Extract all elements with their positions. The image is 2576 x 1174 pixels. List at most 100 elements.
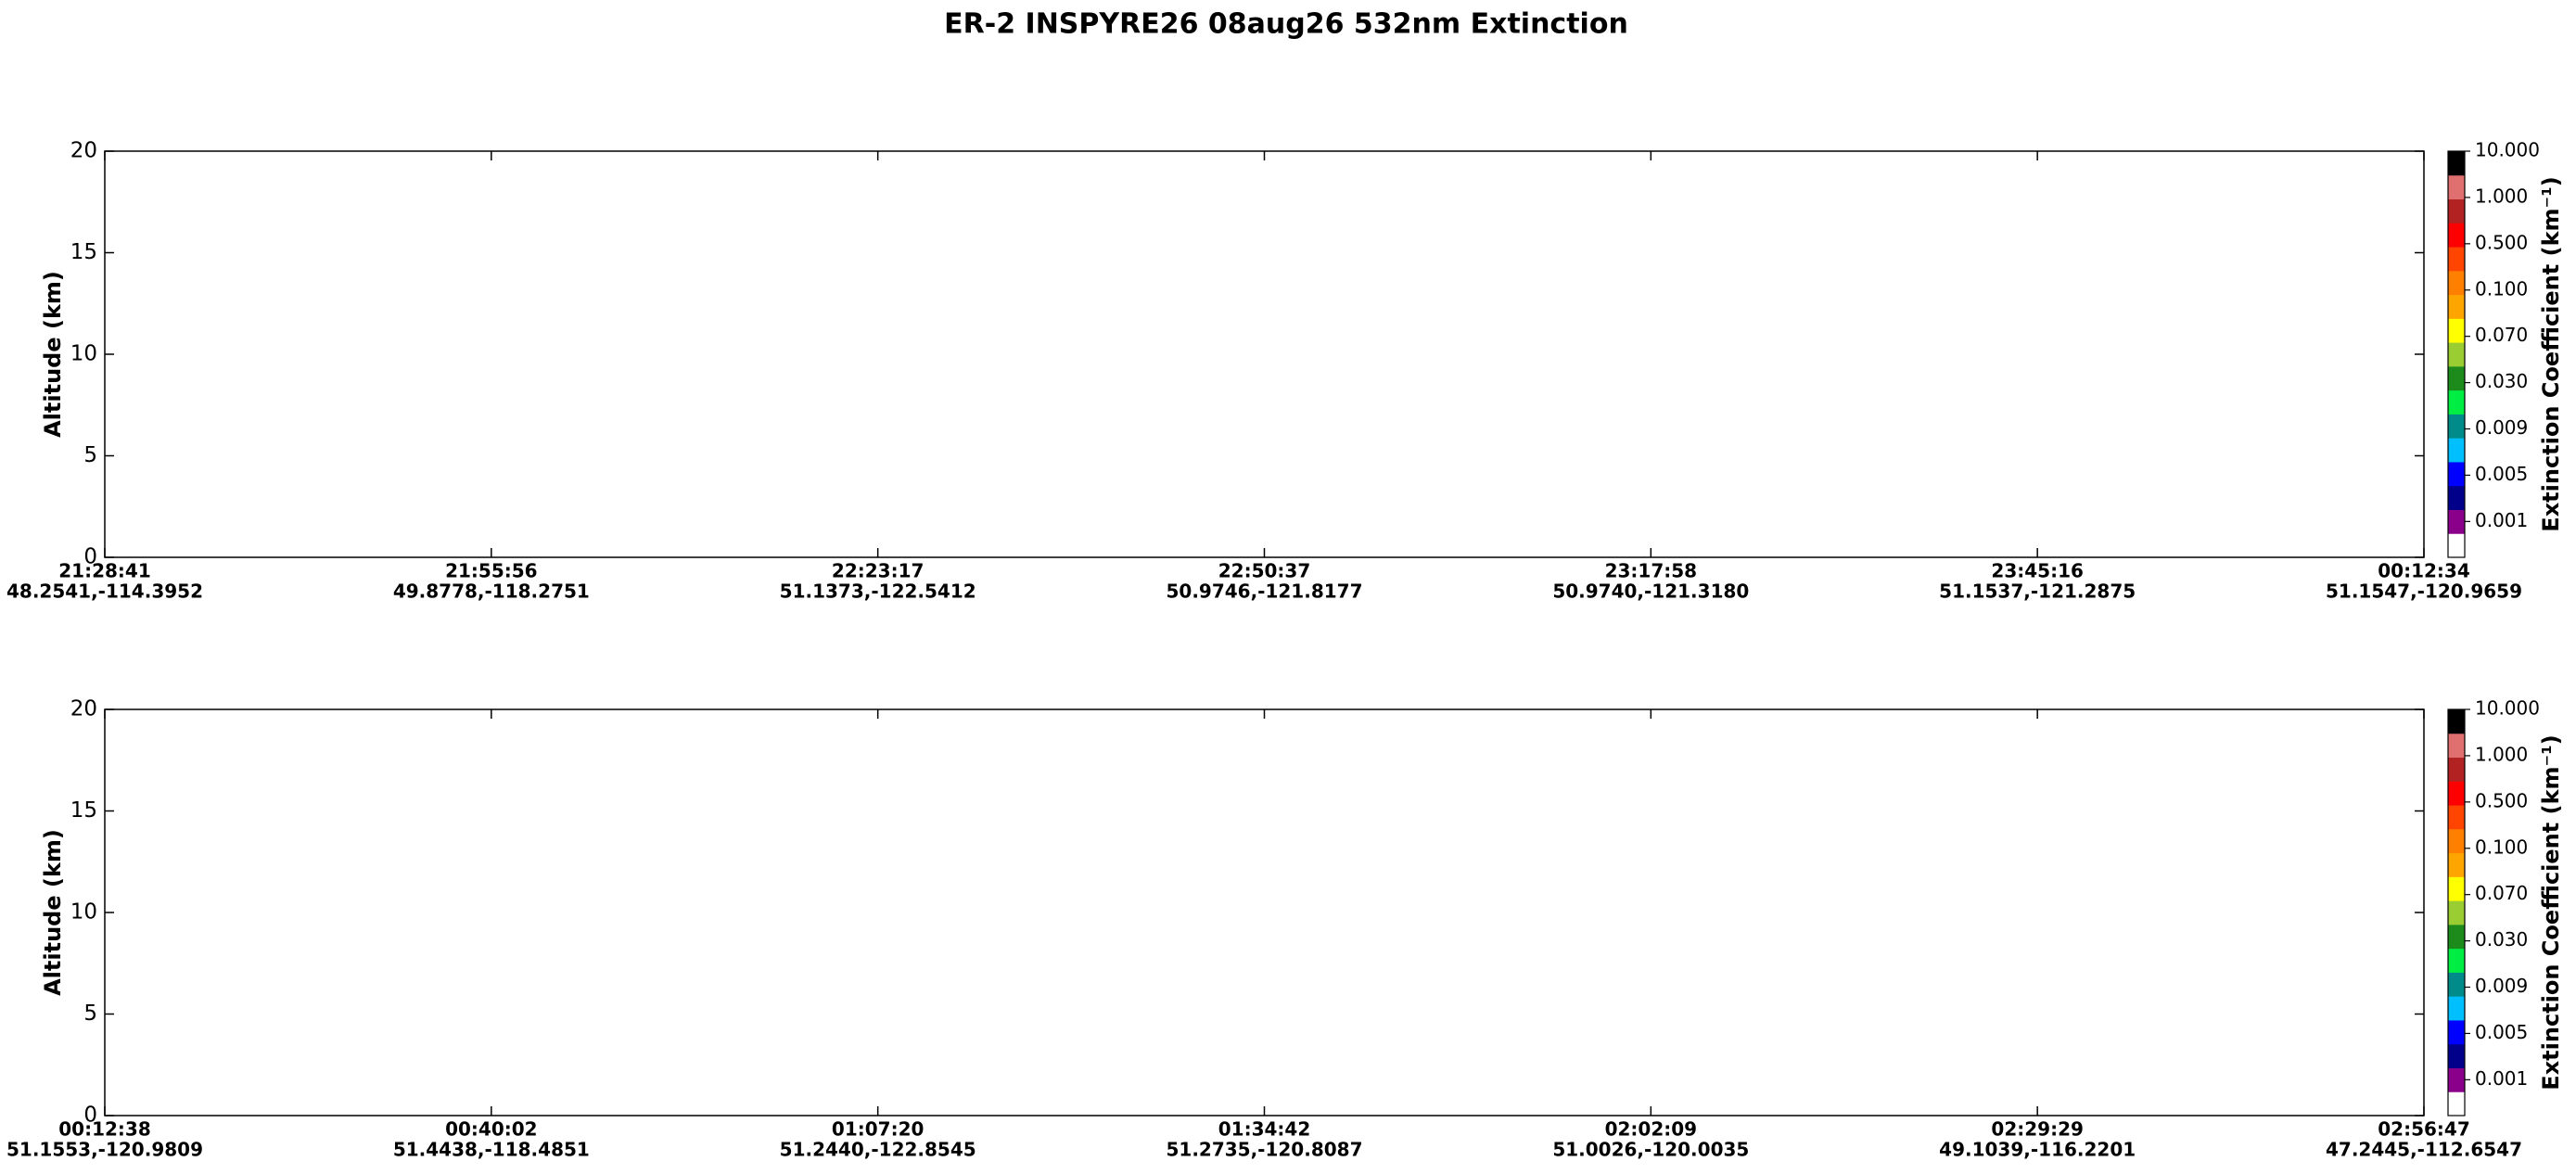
colorbar-segment [2448,709,2465,734]
x-tick-time: 22:23:17 [832,560,925,582]
colorbar-segment [2448,461,2465,487]
x-tick-location: 49.8778,-118.2751 [393,581,590,603]
y-tick-label: 0 [83,545,97,569]
colorbar-segment [2448,389,2465,415]
colorbar-segment [2448,876,2465,901]
y-tick-label: 20 [70,697,97,721]
x-tick-time: 21:28:41 [58,560,151,582]
x-tick-time: 02:56:47 [2378,1118,2470,1141]
colorbar-tick-label: 0.009 [2475,975,2528,997]
x-tick-time: 00:12:34 [2378,560,2470,582]
colorbar-segment [2448,318,2465,343]
x-tick-location: 51.1553,-120.9809 [6,1139,203,1161]
colorbar-segment [2448,151,2465,176]
figure-title: ER-2 INSPYRE26 08aug26 532nm Extinction [944,8,1628,41]
colorbar-segment [2448,757,2465,782]
colorbar-segment [2448,972,2465,997]
colorbar-tick-label: 1.000 [2475,185,2528,207]
colorbar-segment [2448,533,2465,558]
x-tick-time: 01:34:42 [1218,1118,1311,1141]
colorbar-tick-label: 10.000 [2475,697,2540,720]
colorbar-segment [2448,1091,2465,1117]
colorbar-segment [2448,828,2465,854]
colorbar-segment [2448,198,2465,223]
colorbar-tick-label: 10.000 [2475,139,2540,161]
colorbar-segment [2448,247,2465,272]
colorbar-segment [2448,1019,2465,1045]
x-tick-time: 00:12:38 [58,1118,151,1141]
colorbar-segment [2448,509,2465,534]
colorbar-tick-label: 0.070 [2475,882,2528,904]
colorbar-segment [2448,805,2465,830]
x-tick-time: 23:45:16 [1991,560,2084,582]
colorbar-segment [2448,948,2465,973]
colorbar-segment [2448,924,2465,950]
x-tick-time: 02:29:29 [1991,1118,2084,1141]
colorbar-segment [2448,733,2465,759]
y-tick-label: 5 [83,1002,97,1026]
x-tick-location: 50.9746,-121.8177 [1166,581,1362,603]
colorbar-tick-label: 0.100 [2475,277,2528,300]
y-tick-label: 20 [70,139,97,163]
x-tick-location: 49.1039,-116.2201 [1939,1139,2136,1161]
colorbar-tick-label: 0.005 [2475,1021,2528,1043]
colorbar-segment [2448,900,2465,925]
colorbar-tick-label: 0.001 [2475,509,2528,531]
x-tick-location: 51.1537,-121.2875 [1939,581,2136,603]
colorbar-tick-label: 0.009 [2475,416,2528,439]
colorbar-tick-label: 1.000 [2475,743,2528,765]
colorbar-segment [2448,1067,2465,1092]
colorbar-segment [2448,1043,2465,1068]
plot-area [104,150,2425,558]
colorbar-tick-label: 0.100 [2475,836,2528,858]
colorbar-segment [2448,485,2465,510]
x-tick-location: 51.2440,-122.8545 [780,1139,976,1161]
x-tick-location: 51.1373,-122.5412 [780,581,976,603]
x-tick-location: 51.1547,-120.9659 [2326,581,2522,603]
y-tick-label: 15 [70,798,97,823]
colorbar-label: Extinction Coefficient (km⁻¹) [2538,734,2564,1090]
plot-area [104,708,2425,1117]
colorbar-tick-label: 0.001 [2475,1067,2528,1090]
colorbar-segment [2448,996,2465,1021]
y-axis-label: Altitude (km) [40,271,66,438]
colorbar-frame [2447,150,2466,558]
colorbar-segment [2448,414,2465,439]
x-tick-time: 21:55:56 [445,560,538,582]
x-tick-location: 48.2541,-114.3952 [6,581,203,603]
colorbar-tick-label: 0.500 [2475,789,2528,811]
x-tick-time: 22:50:37 [1218,560,1311,582]
colorbar-tick-label: 0.030 [2475,928,2528,951]
x-tick-location: 51.4438,-118.4851 [393,1139,590,1161]
colorbar-segment [2448,781,2465,806]
x-tick-location: 51.2735,-120.8087 [1166,1139,1362,1161]
x-tick-time: 23:17:58 [1605,560,1698,582]
colorbar-label: Extinction Coefficient (km⁻¹) [2538,176,2564,531]
colorbar-segment [2448,852,2465,877]
colorbar-tick-label: 0.030 [2475,370,2528,392]
colorbar-segment [2448,270,2465,296]
x-tick-time: 02:02:09 [1605,1118,1698,1141]
y-tick-label: 0 [83,1104,97,1128]
x-tick-location: 51.0026,-120.0035 [1552,1139,1749,1161]
y-axis-label: Altitude (km) [40,829,66,996]
y-tick-label: 15 [70,240,97,264]
colorbar-frame [2447,708,2466,1117]
colorbar-segment [2448,365,2465,391]
colorbar-tick-label: 0.005 [2475,463,2528,485]
colorbar-segment [2448,342,2465,367]
colorbar-tick-label: 0.070 [2475,324,2528,346]
colorbar-tick-label: 0.500 [2475,231,2528,253]
colorbar-segment [2448,174,2465,200]
y-tick-label: 10 [70,342,97,366]
colorbar-segment [2448,438,2465,463]
x-tick-time: 01:07:20 [832,1118,925,1141]
x-tick-time: 00:40:02 [445,1118,538,1141]
x-tick-location: 47.2445,-112.6547 [2326,1139,2522,1161]
x-tick-location: 50.9740,-121.3180 [1552,581,1749,603]
y-tick-label: 5 [83,443,97,467]
y-tick-label: 10 [70,900,97,925]
colorbar-segment [2448,294,2465,319]
